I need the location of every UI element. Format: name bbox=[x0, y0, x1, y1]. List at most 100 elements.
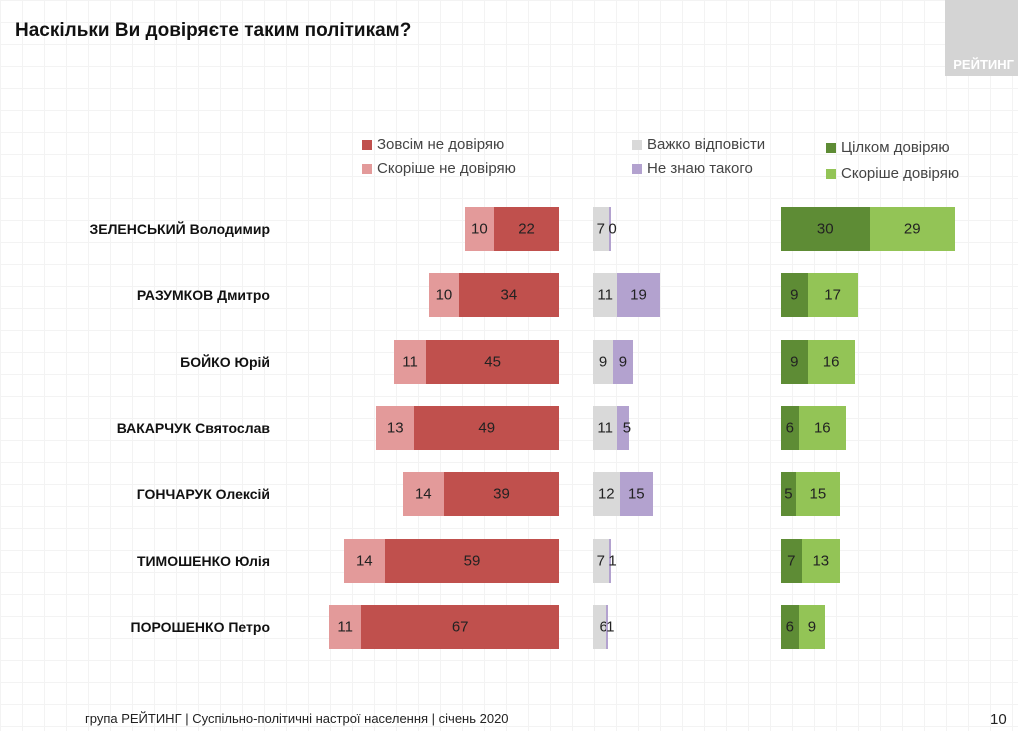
bar-segment bbox=[617, 273, 660, 318]
bar-segment bbox=[443, 472, 559, 517]
data-label: 10 bbox=[435, 286, 453, 304]
data-label: 5 bbox=[622, 419, 632, 437]
category-label: БОЙКО Юрій bbox=[180, 353, 270, 370]
data-label: 0 bbox=[608, 220, 617, 238]
data-label: 1 bbox=[606, 618, 615, 636]
bar-segment bbox=[384, 538, 559, 583]
category-label: ТИМОШЕНКО Юлія bbox=[136, 552, 270, 569]
data-label: 6 bbox=[785, 419, 795, 437]
legend-item: Скоріше довіряю bbox=[826, 165, 959, 182]
data-label: 14 bbox=[355, 552, 373, 569]
data-label: 14 bbox=[414, 485, 432, 503]
bar-segment bbox=[612, 339, 633, 384]
data-label: 12 bbox=[597, 485, 615, 503]
legend-swatch bbox=[632, 163, 642, 174]
data-label: 11 bbox=[402, 353, 418, 371]
legend-item: Цілком довіряю bbox=[826, 139, 950, 156]
bar-segment bbox=[781, 273, 808, 318]
data-label: 16 bbox=[822, 353, 840, 371]
category-label: ПОРОШЕНКО Петро bbox=[130, 618, 270, 635]
data-label: 45 bbox=[484, 353, 501, 371]
legend-label: Скоріше не довіряю bbox=[377, 160, 516, 177]
data-label: 67 bbox=[451, 618, 469, 636]
logo: РЕЙТИНГ bbox=[945, 0, 1018, 76]
data-label: 19 bbox=[630, 286, 647, 304]
data-label: 17 bbox=[824, 286, 841, 304]
data-label: 11 bbox=[597, 419, 613, 437]
data-label: 49 bbox=[478, 419, 496, 437]
data-label: 30 bbox=[816, 220, 834, 238]
data-label: 10 bbox=[471, 220, 488, 238]
category-label: ЗЕЛЕНСЬКИЙ Володимир bbox=[89, 221, 270, 237]
bar-segment bbox=[801, 538, 840, 583]
bar-segment bbox=[343, 538, 385, 583]
bar-segment bbox=[593, 538, 609, 583]
data-label: 1 bbox=[608, 552, 617, 569]
bar-segment bbox=[464, 207, 495, 251]
data-label: 22 bbox=[518, 220, 535, 238]
legend-swatch bbox=[826, 142, 836, 153]
legend-swatch bbox=[826, 168, 836, 179]
data-label: 16 bbox=[813, 419, 831, 437]
bar-segment bbox=[414, 405, 559, 450]
data-label: 39 bbox=[493, 485, 510, 503]
legend-item: Важко відповісти bbox=[632, 136, 765, 153]
bar-segment bbox=[593, 405, 618, 450]
bar-segment bbox=[376, 405, 415, 450]
bar-segment bbox=[781, 538, 802, 583]
bar-segment bbox=[798, 604, 826, 649]
data-label: 15 bbox=[809, 485, 827, 503]
bar-segment bbox=[606, 604, 609, 649]
legend-label: Скоріше довіряю bbox=[841, 165, 960, 182]
bar-segment bbox=[593, 604, 607, 649]
bar-segment bbox=[795, 472, 840, 517]
data-label: 9 bbox=[618, 353, 628, 371]
category-label: РАЗУМКОВ Дмитро bbox=[136, 287, 270, 304]
data-label: 9 bbox=[790, 286, 799, 304]
bar-segment bbox=[781, 604, 799, 649]
data-label: 9 bbox=[807, 618, 817, 636]
bar-segment bbox=[429, 273, 459, 318]
data-label: 29 bbox=[903, 220, 921, 238]
page-title: Наскільки Ви довіряєте таким політикам? bbox=[15, 20, 412, 41]
data-label: 9 bbox=[598, 353, 608, 371]
data-label: 59 bbox=[463, 552, 481, 569]
data-label: 13 bbox=[386, 419, 404, 437]
legend-item: Зовсім не довіряю bbox=[362, 136, 504, 153]
bar-segment bbox=[361, 604, 559, 649]
footer: група РЕЙТИНГ | Суспільно-політичні наст… bbox=[85, 711, 509, 726]
bar-segment bbox=[458, 273, 559, 318]
bar-segment bbox=[619, 472, 653, 517]
data-label: 11 bbox=[597, 286, 613, 304]
bar-segment bbox=[593, 339, 613, 384]
legend-swatch bbox=[632, 139, 642, 150]
bar-segment bbox=[781, 339, 808, 384]
category-label: ВАКАРЧУК Святослав bbox=[116, 419, 270, 436]
data-label: 6 bbox=[599, 618, 608, 636]
data-label: 6 bbox=[785, 618, 795, 636]
legend-label: Цілком довіряю bbox=[841, 139, 950, 156]
data-label: 13 bbox=[812, 552, 830, 569]
bar-segment bbox=[426, 339, 559, 384]
bar-segment bbox=[781, 405, 799, 450]
bar-segment bbox=[617, 405, 629, 450]
bar-segment bbox=[798, 405, 846, 450]
bar-segment bbox=[608, 207, 611, 251]
bar-segment bbox=[593, 472, 620, 517]
data-label: 5 bbox=[784, 485, 793, 503]
bar-segment bbox=[781, 472, 796, 517]
bar-segment bbox=[393, 339, 427, 384]
legend-swatch bbox=[362, 139, 372, 150]
legend-label: Зовсім не довіряю bbox=[377, 136, 505, 153]
logo-text: РЕЙТИНГ bbox=[953, 57, 1014, 72]
bar-segment bbox=[593, 207, 609, 251]
data-label: 9 bbox=[790, 353, 799, 371]
legend-item: Не знаю такого bbox=[632, 160, 753, 177]
bar-segment bbox=[328, 604, 362, 649]
bar-segment bbox=[869, 207, 956, 251]
legend-label: Важко відповісти bbox=[647, 136, 766, 153]
bar-segment bbox=[402, 472, 444, 517]
data-label: 7 bbox=[787, 552, 796, 569]
page-number: 10 bbox=[990, 711, 1007, 728]
